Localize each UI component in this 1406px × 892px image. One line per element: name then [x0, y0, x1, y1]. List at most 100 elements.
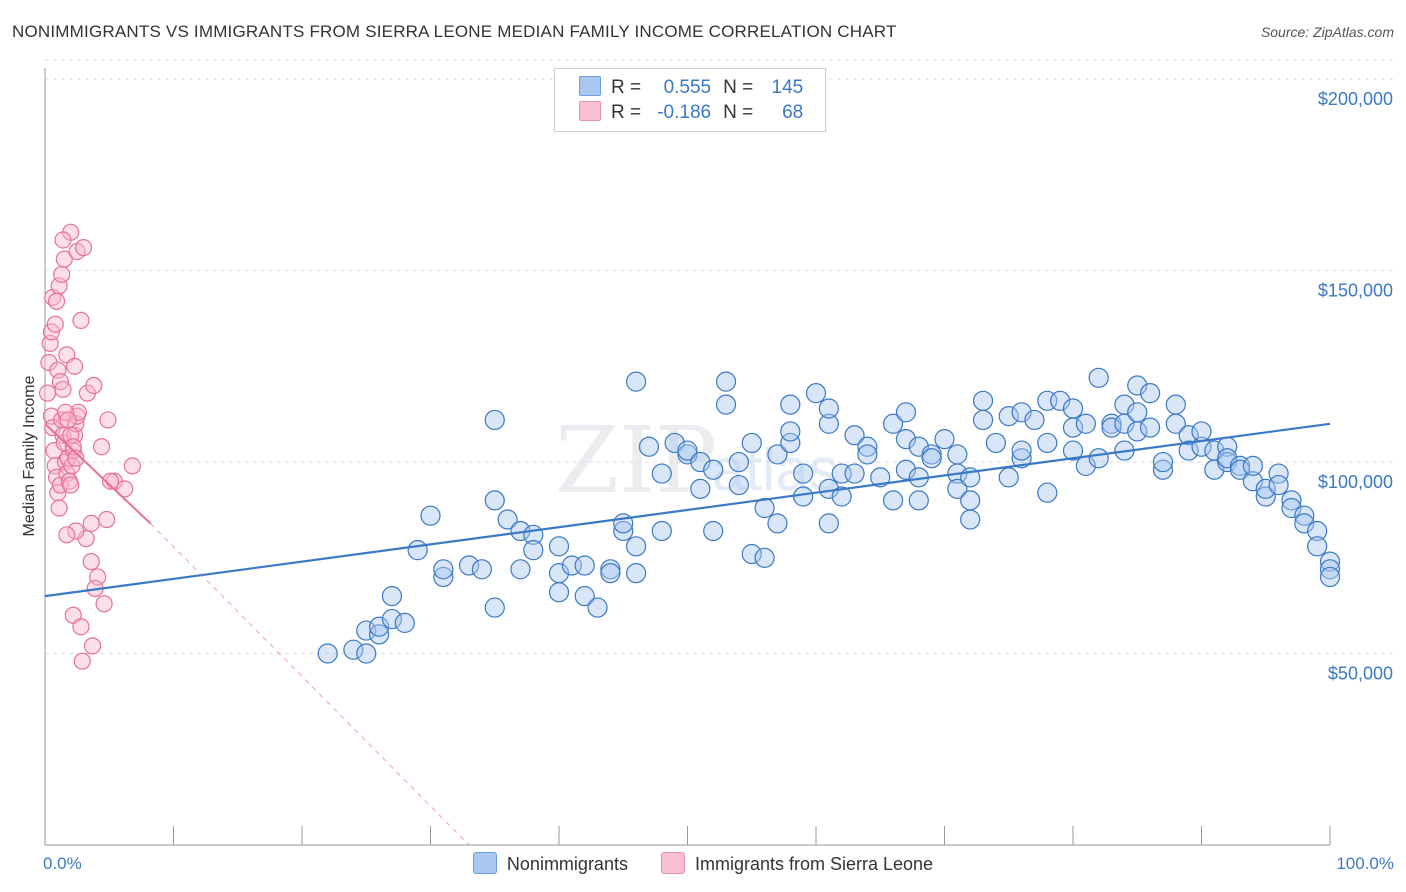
scatter-point — [1229, 459, 1251, 480]
scatter-point — [947, 444, 968, 465]
scatter-point — [1217, 448, 1238, 469]
legend-swatch-blue — [579, 76, 601, 96]
scatter-point — [780, 421, 801, 442]
scatter-point — [1062, 398, 1084, 419]
scatter-point — [82, 553, 100, 571]
scatter-point — [58, 526, 76, 544]
legend-item-nonimmigrants[interactable]: Nonimmigrants — [472, 852, 628, 875]
legend-row-nonimmigrants: R = 0.555 N = 145 — [579, 76, 803, 102]
legend-label-nonimmigrants: Nonimmigrants — [506, 854, 628, 874]
scatter-point — [369, 624, 390, 645]
scatter-point — [1294, 505, 1315, 526]
scatter-point — [793, 486, 814, 507]
scatter-point — [381, 585, 403, 607]
legend-swatch-immigrants — [660, 852, 685, 874]
scatter-point — [1139, 417, 1161, 438]
scatter-point — [484, 490, 505, 511]
scatter-point — [433, 566, 454, 588]
scatter-point — [651, 520, 672, 542]
scatter-point — [998, 467, 1019, 488]
scatter-point — [895, 428, 917, 450]
legend-n-value: 68 — [782, 102, 804, 123]
scatter-point — [754, 547, 775, 568]
scatter-point — [38, 384, 57, 402]
scatter-point — [1281, 490, 1302, 511]
scatter-point — [1255, 486, 1276, 507]
trend-line-immigrants — [44, 423, 152, 525]
scatter-point — [83, 637, 102, 655]
scatter-point — [381, 608, 403, 630]
scatter-point — [484, 597, 505, 618]
scatter-point — [960, 509, 981, 530]
scatter-point — [703, 459, 724, 480]
y-tick-labels: $50,000 $100,000 $150,000 $200,000 — [1318, 89, 1393, 683]
legend-swatch-nonimmigrants — [472, 852, 497, 874]
scatter-point — [857, 436, 878, 457]
scatter-point — [934, 428, 955, 450]
scatter-point — [356, 643, 377, 664]
scatter-point — [882, 413, 904, 434]
scatter-point — [844, 425, 865, 446]
scatter-point — [908, 490, 929, 511]
scatter-point — [1178, 440, 1199, 461]
scatter-point — [690, 451, 711, 473]
gridlines — [45, 59, 1395, 655]
scatter-point — [728, 474, 750, 496]
scatter-point — [46, 315, 64, 333]
scatter-point — [317, 643, 338, 664]
scatter-point — [1204, 440, 1225, 461]
scatter-point — [831, 486, 852, 507]
scatter-point — [895, 402, 917, 423]
scatter-point — [116, 480, 134, 498]
scatter-point — [510, 559, 531, 580]
scatter-point — [625, 536, 647, 557]
scatter-point — [625, 371, 647, 392]
scatter-point — [1242, 471, 1264, 492]
scatter-point — [497, 509, 518, 530]
scatter-point — [677, 440, 698, 461]
scatter-point — [818, 398, 839, 419]
scatter-point — [818, 513, 839, 534]
scatter-point — [420, 505, 441, 526]
scatter-point — [741, 543, 762, 565]
correlation-legend: R = 0.555 N = 145 R = -0.186 N = 68 — [554, 68, 826, 132]
legend-item-immigrants[interactable]: Immigrants from Sierra Leone — [660, 852, 933, 875]
scatter-point — [343, 639, 364, 660]
scatter-point — [123, 457, 141, 475]
scatter-point — [1011, 440, 1032, 461]
scatter-point — [356, 620, 377, 641]
nonimmigrants-points — [317, 367, 1341, 664]
scatter-point — [1307, 520, 1328, 542]
scatter-point — [908, 436, 929, 457]
scatter-point — [1050, 390, 1071, 411]
scatter-point — [587, 597, 608, 618]
scatter-point — [1011, 448, 1032, 469]
trend-line-nonimmigrants — [44, 422, 1331, 598]
immigrants-points — [38, 223, 141, 670]
scatter-point — [1024, 409, 1045, 431]
scatter-point — [741, 432, 762, 454]
scatter-point — [613, 520, 634, 542]
scatter-point — [407, 540, 428, 561]
scatter-point — [548, 536, 570, 557]
scatter-point — [780, 432, 801, 454]
scatter-point — [74, 239, 93, 257]
legend-row-immigrants: R = -0.186 N = 68 — [579, 101, 803, 127]
scatter-point — [1294, 513, 1315, 534]
scatter-point — [85, 376, 103, 395]
scatter-point — [471, 559, 492, 580]
watermark-zip: ZIP — [555, 407, 717, 514]
scatter-point — [1152, 451, 1174, 473]
scatter-point — [1088, 448, 1109, 469]
scatter-point — [1255, 478, 1276, 499]
scatter-point — [1268, 463, 1289, 484]
series-legend: Nonimmigrants Immigrants from Sierra Leo… — [0, 852, 1406, 875]
scatter-point — [715, 394, 737, 415]
scatter-point — [728, 451, 750, 473]
scatter-point — [600, 563, 621, 584]
scatter-point — [793, 463, 814, 484]
scatter-point — [805, 383, 827, 404]
scatter-point — [92, 438, 111, 456]
scatter-point — [95, 595, 113, 613]
